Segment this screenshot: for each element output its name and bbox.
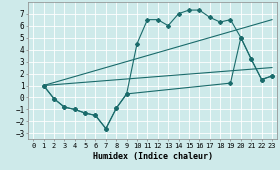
X-axis label: Humidex (Indice chaleur): Humidex (Indice chaleur) — [93, 152, 213, 161]
